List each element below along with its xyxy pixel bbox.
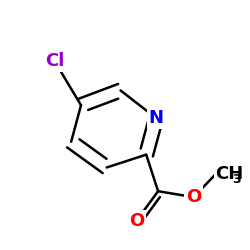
Text: O: O: [186, 188, 201, 206]
Text: Cl: Cl: [45, 52, 64, 70]
Text: N: N: [148, 109, 164, 127]
Text: 3: 3: [232, 173, 241, 186]
Text: O: O: [129, 212, 144, 230]
Text: CH: CH: [216, 166, 244, 184]
